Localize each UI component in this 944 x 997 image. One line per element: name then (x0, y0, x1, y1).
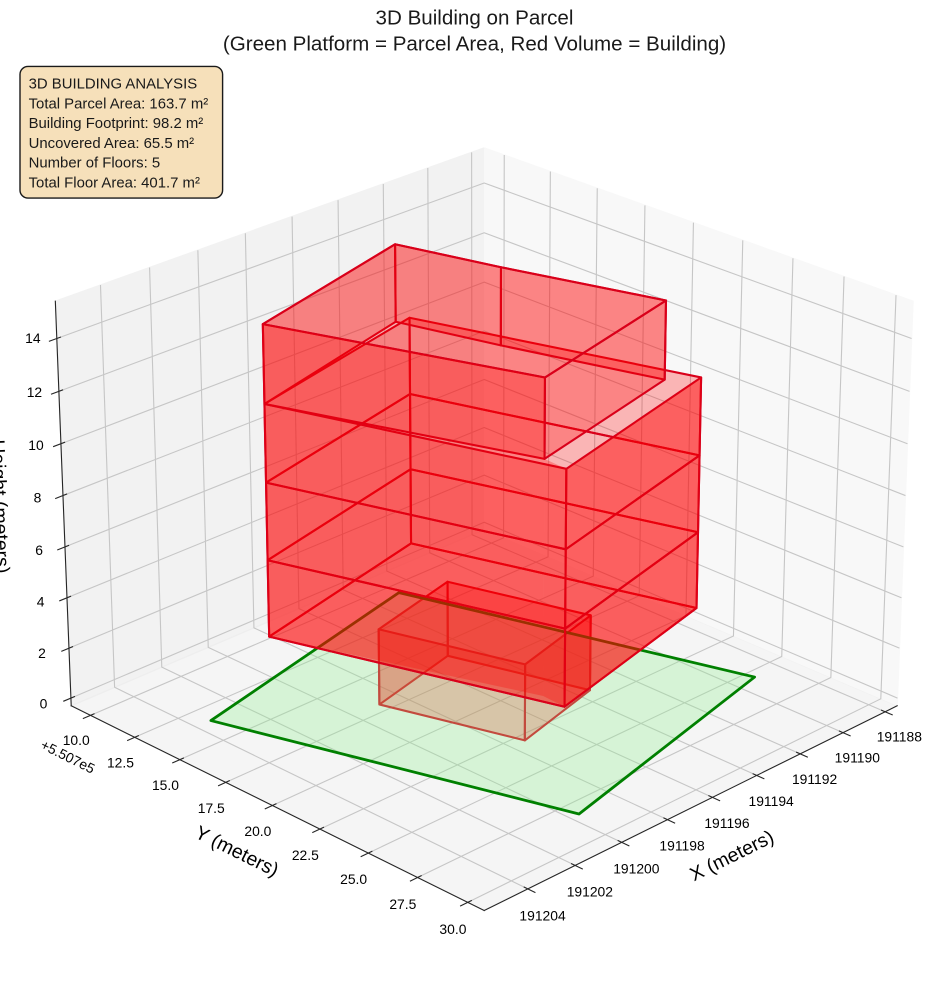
svg-text:0: 0 (40, 696, 48, 712)
svg-text:20.0: 20.0 (244, 823, 271, 839)
svg-text:10: 10 (28, 437, 44, 453)
svg-text:10.0: 10.0 (63, 732, 90, 748)
svg-text:8: 8 (34, 490, 42, 506)
svg-text:191192: 191192 (792, 771, 838, 787)
svg-text:191196: 191196 (704, 815, 750, 831)
svg-text:2: 2 (38, 645, 46, 661)
svg-text:191190: 191190 (835, 750, 881, 766)
svg-text:22.5: 22.5 (292, 847, 319, 863)
svg-text:15.0: 15.0 (152, 777, 179, 793)
svg-text:Uncovered Area: 65.5 m²: Uncovered Area: 65.5 m² (29, 136, 195, 152)
svg-text:191194: 191194 (749, 793, 795, 809)
svg-text:191202: 191202 (567, 884, 614, 900)
svg-text:Building Footprint: 98.2 m²: Building Footprint: 98.2 m² (29, 116, 204, 132)
svg-text:Number of Floors: 5: Number of Floors: 5 (29, 156, 161, 172)
svg-text:Total Floor Area: 401.7 m²: Total Floor Area: 401.7 m² (29, 175, 200, 191)
svg-text:191188: 191188 (877, 729, 923, 745)
svg-text:191198: 191198 (659, 837, 705, 853)
svg-text:(Green Platform = Parcel Area,: (Green Platform = Parcel Area, Red Volum… (223, 33, 726, 56)
svg-text:17.5: 17.5 (198, 800, 225, 816)
svg-text:191204: 191204 (519, 907, 566, 923)
svg-text:Total Parcel Area: 163.7 m²: Total Parcel Area: 163.7 m² (29, 96, 209, 112)
svg-text:25.0: 25.0 (340, 871, 367, 887)
svg-text:3D Building on Parcel: 3D Building on Parcel (376, 6, 574, 29)
svg-text:12.5: 12.5 (107, 754, 134, 770)
svg-text:6: 6 (35, 542, 43, 558)
svg-text:191200: 191200 (613, 860, 660, 876)
svg-text:3D BUILDING ANALYSIS: 3D BUILDING ANALYSIS (29, 77, 198, 93)
svg-text:4: 4 (37, 594, 45, 610)
svg-text:14: 14 (25, 330, 41, 346)
svg-text:27.5: 27.5 (389, 896, 416, 912)
svg-text:12: 12 (27, 384, 43, 400)
svg-text:30.0: 30.0 (439, 921, 466, 937)
